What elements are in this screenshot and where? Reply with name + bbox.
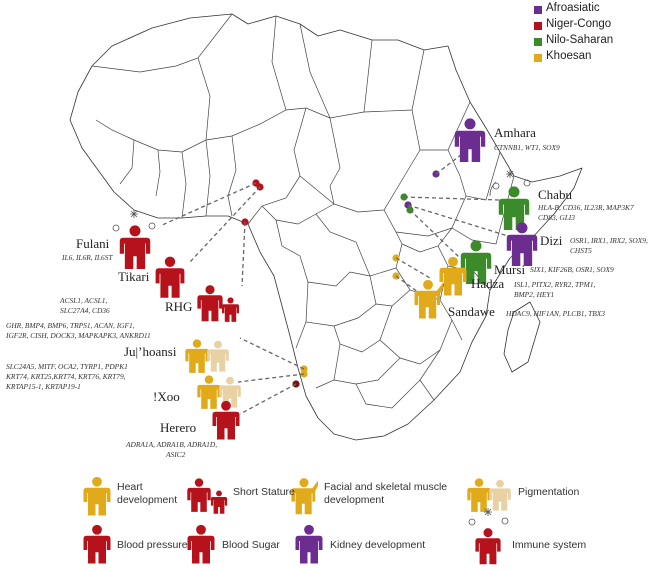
key-pigmentation-label: Pigmentation (518, 486, 580, 498)
chabu-genes-2: CD83, GLI3 (538, 213, 575, 222)
fulani-virus-icon (112, 210, 156, 232)
country-borders (91, 13, 515, 409)
juhoansi-label: Ju|’hoansi (124, 344, 177, 359)
dizi-label: Dizi (540, 233, 563, 248)
key-facial-label-1: Facial and skeletal muscle (324, 481, 448, 493)
key-sugar-icon (187, 524, 215, 564)
tikari-sugar-icon (155, 256, 185, 298)
mursi-label: Mursi (494, 262, 526, 277)
legend-label-nilo-saharan: Nilo-Saharan (546, 34, 614, 46)
key-heart-icon (83, 476, 111, 516)
key-pigmentation-icon (467, 478, 511, 512)
rhg-short-stature-icon (197, 285, 240, 322)
key-short-stature-label: Short Stature (233, 486, 295, 498)
chabu-genes-1: HLA-B, CD36, IL23R, MAP3K7 (538, 203, 634, 212)
hadza-genes-2: BMP2, HEY1 (514, 290, 555, 299)
population-figures (112, 118, 538, 440)
legend-swatch-niger-congo (534, 22, 542, 30)
juhoansi-genes-1: SLC24A5, MITF, OCA2, TYRP1, PDPK1 (6, 362, 128, 371)
key-immune-label: Immune system (512, 539, 587, 551)
hadza-genes-1: ISL1, PITX2, RYR2, TPM1, (514, 280, 596, 289)
key-sugar-label: Blood Sugar (222, 539, 280, 551)
rhg-label: RHG (165, 299, 193, 314)
legend-swatch-afroasiatic (534, 6, 542, 14)
tikari-genes-2: SLC27A4, CD36 (60, 306, 110, 315)
fulani-genes: IL6, IL6R, IL6ST (62, 253, 113, 262)
key-immune-icon (475, 528, 501, 565)
juhoansi-genes-3: KRTAP15-1, KRTAP19-1 (6, 382, 81, 391)
fulani-immune-icon (119, 225, 151, 269)
key-heart-label-2: development (117, 494, 178, 506)
key-kidney-icon (295, 524, 323, 564)
key-virus-icon (468, 508, 509, 526)
legend-label-khoesan: Khoesan (546, 50, 592, 62)
herero-label: Herero (160, 420, 197, 435)
xoo-pigmentation-icon (197, 375, 241, 409)
hadza-label: Hadza (471, 276, 505, 291)
xoo-label: !Xoo (153, 389, 180, 404)
chabu-label: Chabu (538, 187, 572, 202)
key-facial-label-2: development (324, 494, 385, 506)
amhara-genes: CTNNB1, WT1, SOX9 (494, 143, 560, 152)
key-kidney-label: Kidney development (330, 539, 426, 551)
herero-genes-1: ADRA1A, ADRA1B, ADRA1D, (126, 440, 218, 449)
amhara-label: Amhara (494, 125, 536, 140)
juhoansi-genes-2: KRT74, KRT25,KRT74, KRT76, KRT79, (6, 372, 126, 381)
key-bp-label: Blood pressure (117, 539, 188, 551)
rhg-genes-2: IGF2R, CISH, DOCK3, MAPKAPK3, ANKRD11 (6, 331, 151, 340)
tikari-genes-1: ACSL1, ACSL1, (60, 296, 108, 305)
key-facial-icon (291, 478, 318, 515)
sandawe-genes: HDAC9, HIF1AN, PLCB1, TBX3 (506, 309, 605, 318)
herero-genes-2: ASIC2 (166, 450, 186, 459)
sandawe-label: Sandawe (448, 304, 495, 319)
key-figures (83, 476, 511, 565)
legend-swatches (534, 6, 542, 62)
mursi-genes: SIX1, KIF26B, OSR1, SOX9 (530, 265, 614, 274)
key-bp-icon (83, 524, 111, 564)
dizi-genes-1: OSR1, IRX1, IRX2, SOX9, (570, 236, 648, 245)
fulani-label: Fulani (76, 236, 110, 251)
legend-swatch-nilo-saharan (534, 38, 542, 46)
juhoansi-pigmentation-icon (185, 339, 229, 373)
key-short-stature-icon (187, 478, 228, 514)
legend-label-afroasiatic: Afroasiatic (546, 2, 600, 14)
tikari-label: Tikari (118, 269, 150, 284)
dizi-genes-2: CHST5 (570, 246, 592, 255)
legend-swatch-khoesan (534, 54, 542, 62)
rhg-genes-1: GHR, BMP4, BMP6, TRPS1, ACAN, IGF1, (6, 321, 135, 330)
chabu-virus-icon (489, 170, 531, 197)
key-heart-label-1: Heart (117, 481, 143, 493)
legend-label-niger-congo: Niger-Congo (546, 18, 612, 30)
